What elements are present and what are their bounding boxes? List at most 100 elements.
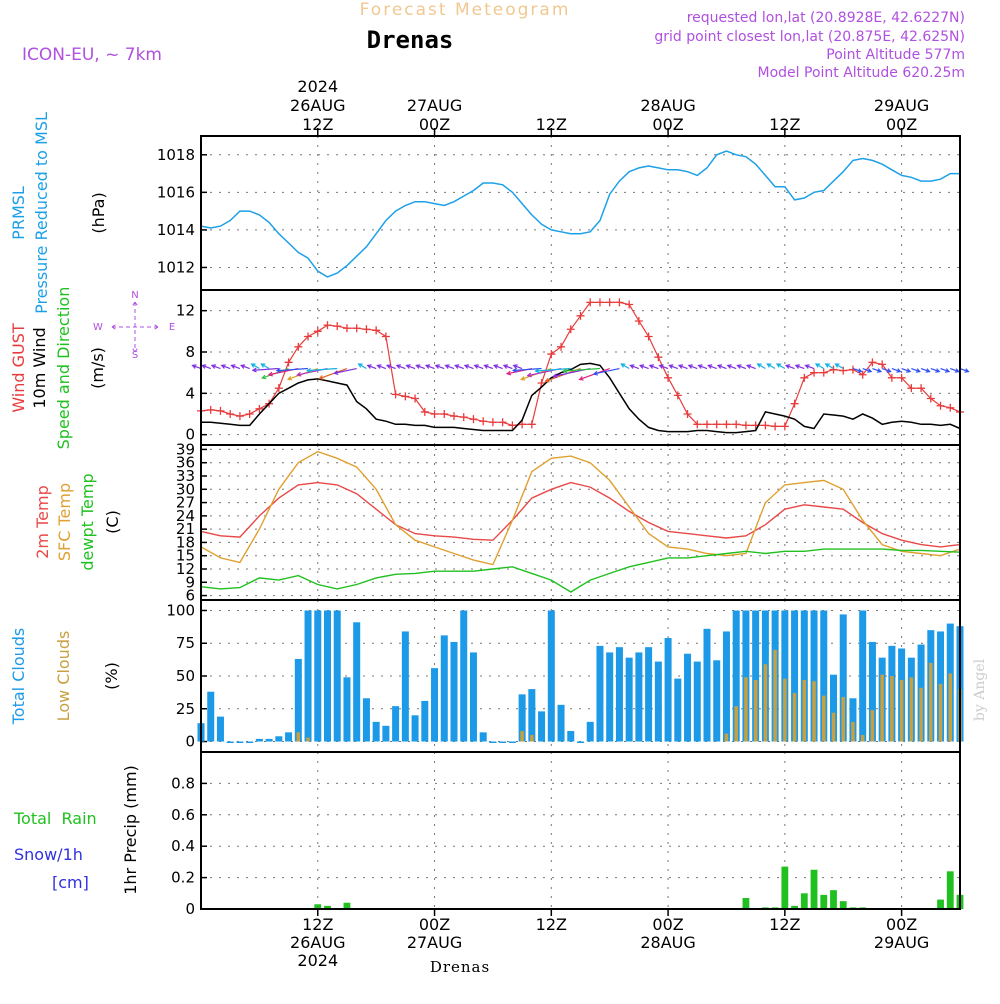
- total-cloud-bar: [421, 700, 429, 742]
- total-cloud-bar: [791, 610, 799, 742]
- gust-marker: [790, 399, 799, 408]
- low-cloud-bar: [822, 695, 826, 742]
- wind-arrow-head: [267, 371, 273, 377]
- low-cloud-bar: [734, 706, 738, 742]
- wind-direction-arrow: [445, 364, 455, 370]
- total-cloud-bar: [557, 704, 565, 742]
- wind-direction-arrow: [678, 364, 688, 370]
- low-cloud-bar: [783, 678, 787, 742]
- total-cloud-bar: [469, 652, 477, 742]
- wind-arrow-head: [376, 364, 382, 369]
- wind-direction-arrow: [593, 367, 620, 375]
- wind-direction-arrow: [950, 367, 959, 373]
- gust-marker: [664, 373, 673, 382]
- total-cloud-bar: [645, 647, 653, 742]
- wind-arrow-head: [716, 364, 723, 369]
- wind-direction-arrow: [334, 367, 357, 374]
- wind-direction-arrow: [276, 367, 309, 372]
- pressure-ytick-label: 1012: [157, 258, 195, 276]
- wind-direction-arrow: [221, 364, 231, 370]
- precip-panel-frame: [200, 751, 961, 910]
- wind-direction-arrow: [825, 363, 834, 370]
- gust-marker: [547, 350, 556, 359]
- gust-marker: [323, 321, 332, 330]
- wind-arrow-head: [220, 364, 226, 369]
- compass-s: S: [132, 350, 138, 361]
- wind-arrow-head: [286, 375, 293, 381]
- wind-arrow-head: [483, 364, 489, 369]
- temp-unit-label: (C): [103, 510, 122, 534]
- wind-arrow-head: [697, 364, 703, 369]
- rain-bar: [324, 905, 331, 909]
- wind-arrow-head: [766, 363, 772, 368]
- wind-direction-arrow: [435, 364, 445, 370]
- wind-arrow-head: [333, 370, 339, 375]
- gust-marker: [761, 421, 770, 430]
- total-cloud-bar: [285, 732, 293, 742]
- total-cloud-bar: [859, 610, 867, 742]
- chart-title: Drenas: [367, 26, 454, 54]
- total-cloud-bar: [411, 715, 419, 742]
- wind-arrow-head: [794, 364, 800, 369]
- rain-bar: [314, 904, 322, 909]
- gust-marker: [732, 420, 741, 429]
- wind-arrow-head: [230, 364, 236, 369]
- precip-ytick-label: 0.4: [171, 837, 195, 855]
- pressure-ytick-label: 1014: [157, 221, 195, 239]
- gust-marker: [245, 410, 254, 418]
- total-cloud-bar: [508, 741, 516, 744]
- low-cloud-bar: [909, 677, 914, 742]
- clouds-ytick-label: 50: [176, 667, 195, 685]
- wind-direction-label: Speed and Direction: [54, 287, 73, 450]
- total-cloud-bar: [265, 738, 273, 742]
- clouds-ytick-label: 0: [185, 733, 195, 751]
- total-cloud-bar: [401, 631, 409, 742]
- gust-marker: [440, 410, 449, 418]
- wind-arrow-head: [385, 364, 392, 369]
- total-cloud-bar: [635, 652, 643, 742]
- rain-bar: [810, 869, 818, 909]
- wind-arrow-head: [784, 364, 791, 369]
- wind-direction-arrow: [425, 364, 435, 370]
- wind-direction-arrow: [835, 363, 844, 370]
- wind-arrow-head: [578, 376, 584, 381]
- low-cloud-bar: [919, 687, 923, 742]
- wind-direction-arrow: [261, 363, 270, 370]
- wind-direction-arrow: [455, 364, 464, 370]
- wind-direction-arrow: [930, 367, 940, 373]
- wind-direction-arrow: [862, 367, 872, 373]
- gust-marker: [868, 358, 877, 367]
- wind-arrow-head: [620, 363, 626, 368]
- low-cloud-bar: [306, 737, 310, 742]
- wind-arrow-head: [275, 368, 281, 373]
- wind-arrow-head: [677, 364, 684, 369]
- wind-direction-arrow: [688, 364, 698, 370]
- wind-direction-arrow: [484, 364, 494, 370]
- gust-marker: [284, 358, 293, 367]
- clouds-ytick-label: 25: [176, 700, 195, 718]
- gust-marker: [946, 403, 955, 412]
- gust-marker: [333, 322, 342, 331]
- wind-arrow-head: [629, 364, 635, 369]
- wind-direction-arrow: [535, 367, 571, 372]
- total-cloud-bar: [362, 698, 370, 742]
- gust-marker: [235, 412, 244, 421]
- point-altitude: Point Altitude 577m: [826, 47, 965, 63]
- temp-ytick-label: 30: [176, 480, 195, 498]
- wind-direction-arrow: [891, 367, 901, 373]
- pressure-label-msl: Pressure Reduced to MSL: [32, 112, 51, 314]
- total-cloud-bar: [489, 741, 497, 744]
- temp-2m-line: [200, 481, 961, 548]
- gust-marker: [537, 379, 546, 387]
- gust-marker: [206, 405, 215, 414]
- wind-direction-arrow: [698, 364, 708, 370]
- gust-marker: [800, 373, 809, 382]
- total-cloud-bar: [567, 731, 575, 742]
- total-cloud-bar: [431, 668, 439, 742]
- top-time-label: 12Z: [769, 115, 800, 134]
- bottom-time-label: 29AUG: [874, 933, 929, 952]
- wind-arrow-head: [502, 364, 508, 369]
- wind-arrow-head: [357, 363, 363, 368]
- total-cloud-bar: [207, 691, 215, 742]
- wind-10m-label: 10m Wind: [30, 327, 49, 408]
